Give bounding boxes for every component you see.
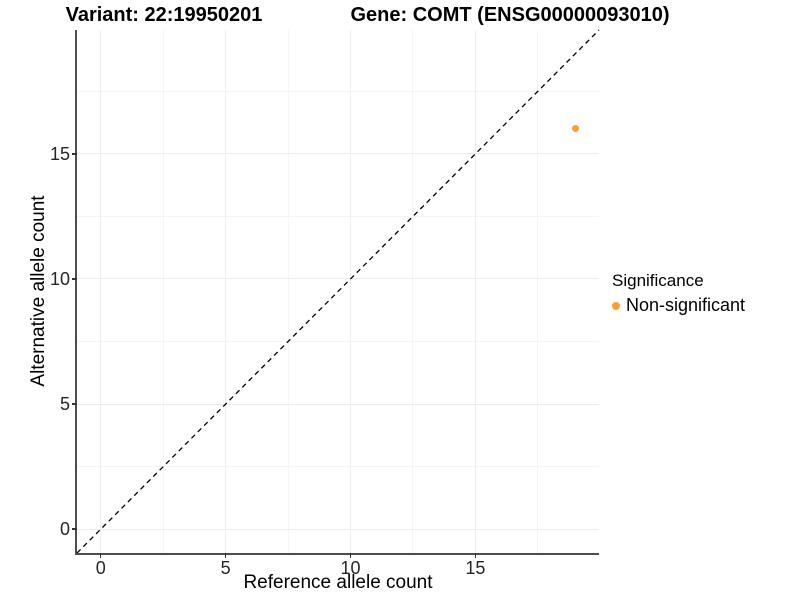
gridline-major-horizontal [77,153,599,155]
gene-title: Gene: COMT (ENSG00000093010) [350,4,670,26]
x-tick-label: 10 [340,558,361,578]
gridline-minor-vertical [412,30,414,553]
x-tick-label: 5 [220,558,231,578]
gridline-major-horizontal [77,403,599,405]
gridline-major-vertical [225,30,227,553]
x-tick-mark [349,553,352,558]
x-tick-label: 15 [465,558,486,578]
x-tick-mark [474,553,477,558]
y-tick-label: 10 [49,268,70,289]
gridline-minor-horizontal [77,215,599,217]
gridline-minor-horizontal [77,90,599,92]
variant-title: Variant: 22:19950201 [65,4,263,26]
legend-title: Significance [612,271,704,290]
gridline-major-vertical [100,30,102,553]
identity-line [76,29,600,554]
y-tick-mark [72,278,77,280]
gridline-major-horizontal [77,278,599,280]
legend: Significance Non-significant [612,271,745,316]
non-significant-dot-icon [612,301,620,310]
y-axis-title: Alternative allele count [28,195,49,387]
y-tick-label: 5 [59,394,70,415]
x-tick-mark [99,553,102,558]
y-tick-label: 15 [49,143,70,164]
y-tick-label: 0 [59,519,70,540]
x-axis-line [75,553,599,555]
x-axis-title: Reference allele count [243,572,433,593]
gridline-major-horizontal [77,528,599,530]
gridline-minor-horizontal [77,466,599,468]
gridline-minor-vertical [162,30,164,553]
gridline-major-vertical [349,30,351,553]
gridline-minor-vertical [287,30,289,553]
gridline-major-vertical [474,30,476,553]
x-tick-label: 0 [95,558,106,578]
y-tick-mark [72,528,77,530]
y-tick-mark [72,153,77,155]
y-axis-line [75,30,77,555]
gridline-minor-vertical [537,30,539,553]
legend-item-non-significant: Non-significant [612,295,745,316]
plot-panel [76,29,600,554]
x-tick-mark [224,553,227,558]
data-point [571,125,579,133]
gridline-minor-horizontal [77,341,599,343]
legend-item-label: Non-significant [626,295,746,315]
y-tick-mark [72,403,77,405]
